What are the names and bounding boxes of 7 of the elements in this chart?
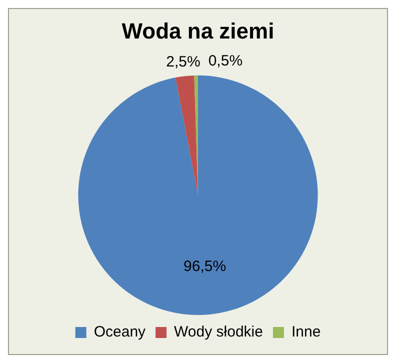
- legend-label: Inne: [291, 324, 321, 341]
- data-label: 2,5%: [166, 53, 200, 70]
- legend-label: Oceany: [94, 324, 146, 341]
- data-label: 0,5%: [208, 52, 243, 70]
- data-label: 96,5%: [184, 258, 226, 275]
- legend-label: Wody słodkie: [174, 324, 263, 341]
- chart-title: Woda na ziemi: [122, 18, 274, 44]
